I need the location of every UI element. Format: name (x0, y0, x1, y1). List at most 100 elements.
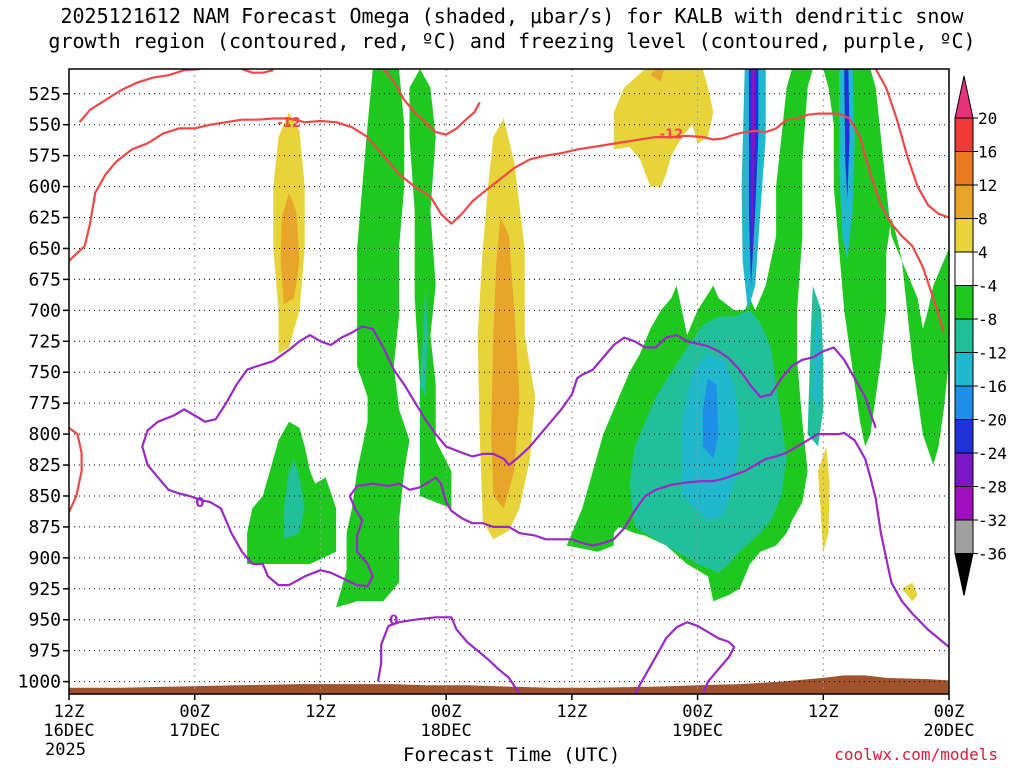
y-tick-label: 775 (28, 393, 61, 414)
colorbar-segment (954, 519, 974, 554)
y-tick-label: 825 (28, 455, 61, 476)
x-tick-label: 19DEC (672, 721, 723, 741)
purple-contour-line (376, 616, 521, 694)
colorbar-label: -28 (978, 478, 1007, 497)
y-tick-label: 1000 (18, 672, 61, 693)
purple-contour-label: 0 (195, 496, 204, 511)
colorbar-segment (954, 486, 974, 521)
y-tick-label: 725 (28, 331, 61, 352)
red-contour-line (69, 112, 945, 333)
title-line-1: 2025121612 NAM Forecast Omega (shaded, μ… (60, 4, 964, 28)
colorbar-segment (954, 318, 974, 353)
y-tick-label: 975 (28, 641, 61, 662)
colorbar-label: 8 (978, 210, 988, 229)
y-tick-label: 525 (28, 84, 61, 105)
red-contour-line (69, 427, 83, 513)
colorbar-segment (954, 285, 974, 320)
y-tick-label: 900 (28, 548, 61, 569)
y-tick-label: 875 (28, 517, 61, 538)
colorbar-segment (954, 218, 974, 253)
colorbar-segment (954, 151, 974, 186)
omega-region-8 (650, 69, 664, 82)
colorbar-label: -4 (978, 277, 997, 296)
colorbar-label: -32 (978, 511, 1007, 530)
y-tick-label: 750 (28, 362, 61, 383)
x-tick-label: 00Z (179, 702, 210, 722)
y-tick-label: 700 (28, 300, 61, 321)
red-contour-label: -12 (660, 127, 684, 142)
x-tick-label: 18DEC (421, 721, 472, 741)
red-contour-label: -12 (277, 116, 301, 131)
y-tick-label: 675 (28, 269, 61, 290)
credit-text: coolwx.com/models (834, 745, 998, 764)
y-tick-label: 550 (28, 115, 61, 136)
colorbar-segment (954, 184, 974, 219)
omega-region--24 (751, 69, 756, 261)
title-line-2: growth region (contoured, red, ºC) and f… (48, 29, 976, 53)
red-contour-line (382, 69, 481, 136)
colorbar-segment (954, 419, 974, 454)
terrain-fill (69, 675, 949, 694)
y-tick-label: 600 (28, 177, 61, 198)
colorbar-label: 4 (978, 243, 988, 262)
x-tick-label: 00Z (431, 702, 462, 722)
colorbar-label: -24 (978, 444, 1007, 463)
colorbar-top-arrow (954, 75, 974, 119)
contours: -12 -12 0 0 (69, 69, 949, 694)
omega-region-4 (901, 582, 918, 602)
colorbar-label: -36 (978, 545, 1007, 564)
y-tick-label: 925 (28, 579, 61, 600)
x-tick-label: 00Z (682, 702, 713, 722)
terrain (69, 675, 949, 694)
x-tick-label: 12Z (808, 702, 839, 722)
x-tick-label: 16DEC (43, 721, 94, 741)
omega-region--20 (844, 69, 850, 199)
purple-contour-line (141, 325, 877, 565)
omega-region--4 (336, 69, 410, 608)
purple-contour-line (633, 621, 736, 694)
omega-region--4 (409, 69, 452, 509)
colorbar-bottom-arrow (954, 553, 974, 596)
y-tick-label: 950 (28, 610, 61, 631)
x-tick-label: 2025 (45, 740, 86, 760)
colorbar-label: -16 (978, 377, 1007, 396)
red-contour-line (241, 69, 274, 74)
colorbar-label: -20 (978, 411, 1007, 430)
y-tick-label: 625 (28, 208, 61, 229)
colorbar-segment (954, 452, 974, 487)
chart-title: 2025121612 NAM Forecast Omega (shaded, μ… (0, 4, 1024, 54)
omega-region-8 (491, 217, 520, 509)
x-tick-label: 12Z (54, 702, 85, 722)
omega-region-4 (613, 69, 714, 187)
colorbar-label: -8 (978, 310, 997, 329)
y-axis: 525 550 575 600 625 650 675 700 725 750 775 800 825 8… (18, 84, 69, 693)
colorbar-segment (954, 117, 974, 152)
omega-region-8 (280, 192, 300, 305)
purple-contour-line (252, 431, 949, 648)
colorbar-segment (954, 352, 974, 387)
x-tick-label: 12Z (305, 702, 336, 722)
plot-frame (68, 68, 950, 695)
x-tick-label: 00Z (934, 702, 965, 722)
omega-region--16 (702, 378, 719, 459)
y-tick-label: 575 (28, 146, 61, 167)
colorbar-segment (954, 251, 974, 286)
x-tick-label: 17DEC (169, 721, 220, 741)
x-tick-label: 12Z (556, 702, 587, 722)
colorbar-segment (954, 385, 974, 420)
y-tick-label: 650 (28, 238, 61, 259)
omega-region-4 (818, 446, 830, 552)
y-tick-label: 800 (28, 424, 61, 445)
y-tick-label: 850 (28, 486, 61, 507)
colorbar-label: 20 (978, 109, 997, 128)
x-axis-title: Forecast Time (UTC) (403, 744, 621, 766)
omega-region--12 (812, 310, 822, 410)
purple-contour-label: 0 (389, 614, 398, 629)
x-tick-label: 20DEC (923, 721, 974, 741)
colorbar-label: 12 (978, 176, 997, 195)
omega-region--8 (283, 458, 305, 540)
red-contour-line (874, 69, 949, 219)
colorbar-label: -12 (978, 344, 1007, 363)
